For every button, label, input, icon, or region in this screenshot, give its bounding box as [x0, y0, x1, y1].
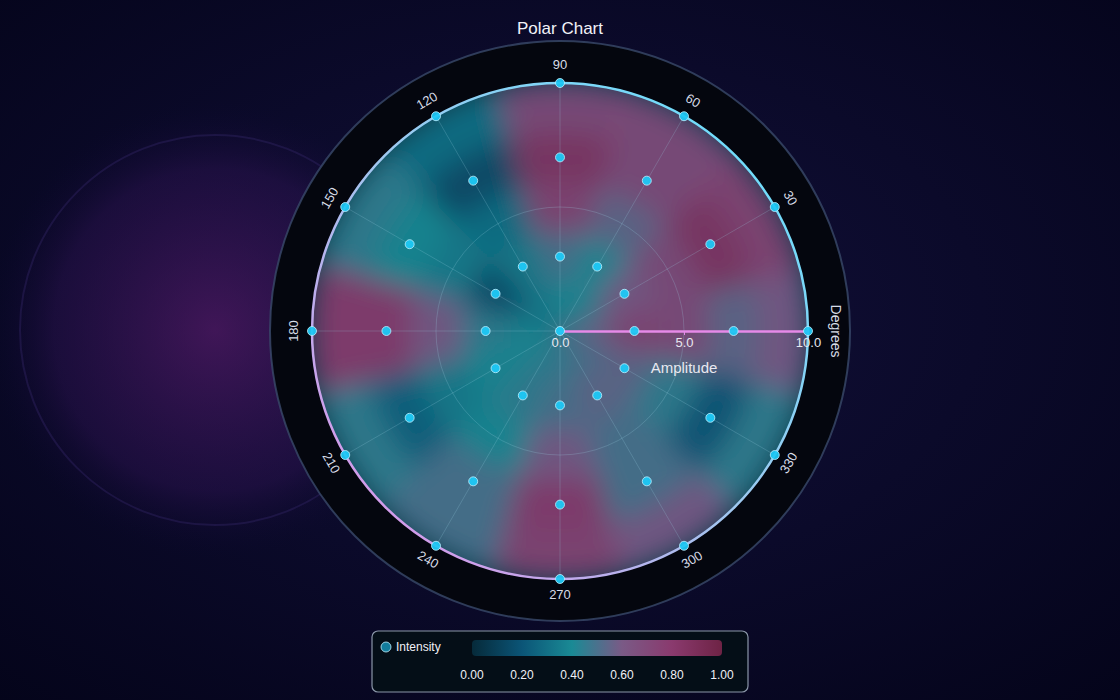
colorbar-tick-label: 0.40 [560, 668, 584, 682]
radial-tick: 5.0 [675, 331, 693, 350]
angular-tick-label: 300 [679, 548, 705, 572]
marker [556, 79, 565, 88]
marker [620, 289, 629, 298]
legend-label: Intensity [396, 640, 441, 654]
angular-tick-label: 180 [286, 320, 301, 342]
heatmap [311, 82, 809, 580]
marker [642, 477, 651, 486]
radial-tick-label: 10.0 [796, 335, 821, 350]
angular-grid-line [312, 331, 560, 332]
marker [556, 252, 565, 261]
chart-svg: 30 60 90 120 150 180 210 240 270 300 330 Degrees 0.0… [0, 0, 1120, 700]
chart-root: 30 60 90 120 150 180 210 240 270 300 330 Degrees 0.0… [0, 0, 1120, 700]
angular-tick-label: 150 [318, 185, 342, 211]
radial-grid-circle [312, 83, 808, 579]
marker [556, 401, 565, 410]
marker [620, 364, 629, 373]
title: Polar Chart [517, 19, 603, 38]
legend-box [372, 631, 748, 692]
angular-tick-label: 120 [414, 89, 440, 113]
marker [630, 327, 639, 336]
marker [593, 391, 602, 400]
angular-grid-line [560, 83, 561, 331]
marker [432, 541, 441, 550]
angular-grid-line [560, 116, 684, 331]
globe-glow [0, 100, 445, 560]
marker [405, 413, 414, 422]
plot-rim [312, 83, 808, 579]
angular-tick-label: 90 [553, 57, 567, 72]
colorbar-tick-label: 0.20 [510, 668, 534, 682]
marker [556, 327, 565, 336]
marker [593, 262, 602, 271]
colorbar-tick-label: 0.00 [460, 668, 484, 682]
angular-tick-label: 30 [780, 188, 800, 208]
marker [680, 112, 689, 121]
marker [481, 327, 490, 336]
marker [804, 327, 813, 336]
colorbar-tick-label: 0.60 [610, 668, 634, 682]
marker [405, 240, 414, 249]
marker [491, 364, 500, 373]
marker [556, 575, 565, 584]
marker [341, 203, 350, 212]
legend: Intensity 0.00 0.20 0.40 0.60 0.80 1.00 [372, 631, 748, 692]
marker [432, 112, 441, 121]
angular-grid-line [560, 331, 775, 455]
marker [341, 451, 350, 460]
radial-axis-title: Amplitude [651, 359, 718, 376]
marker [556, 500, 565, 509]
colorbar-tick-label: 0.80 [660, 668, 684, 682]
legend-marker [381, 642, 391, 652]
markers [308, 79, 813, 584]
angular-tick-label: 60 [683, 90, 703, 110]
radial-tick-label: 5.0 [675, 335, 693, 350]
marker [469, 477, 478, 486]
angular-grid-line [560, 331, 561, 579]
plot-area [312, 83, 808, 579]
marker [491, 289, 500, 298]
angular-tick-label: 240 [415, 548, 441, 572]
marker [469, 176, 478, 185]
radial-tick-label: 0.0 [551, 335, 569, 350]
angular-grid-line [560, 207, 775, 331]
heatmap-clip [311, 82, 809, 580]
angular-grid-line [345, 207, 560, 331]
marker [382, 327, 391, 336]
marker [729, 327, 738, 336]
colorbar-tick-label: 1.00 [710, 668, 734, 682]
marker [680, 541, 689, 550]
angular-axis: 30 60 90 120 150 180 210 240 270 300 330 [286, 57, 800, 602]
marker [706, 240, 715, 249]
angular-axis-title: Degrees [828, 305, 844, 358]
marker [642, 176, 651, 185]
marker [770, 451, 779, 460]
marker [518, 262, 527, 271]
marker [518, 391, 527, 400]
radial-axis: 0.0 5.0 10.0 [551, 331, 821, 350]
angular-tick-label: 270 [549, 587, 571, 602]
angular-grid-line [436, 116, 560, 331]
grid [312, 83, 808, 579]
marker [308, 327, 317, 336]
angular-tick-label: 210 [320, 450, 344, 476]
marker [556, 153, 565, 162]
angular-tick-label: 330 [777, 450, 801, 476]
marker [706, 413, 715, 422]
colorbar [472, 640, 722, 656]
angular-grid-line [345, 331, 560, 455]
angular-band [270, 41, 850, 621]
angular-grid-line [436, 331, 560, 546]
marker [770, 203, 779, 212]
